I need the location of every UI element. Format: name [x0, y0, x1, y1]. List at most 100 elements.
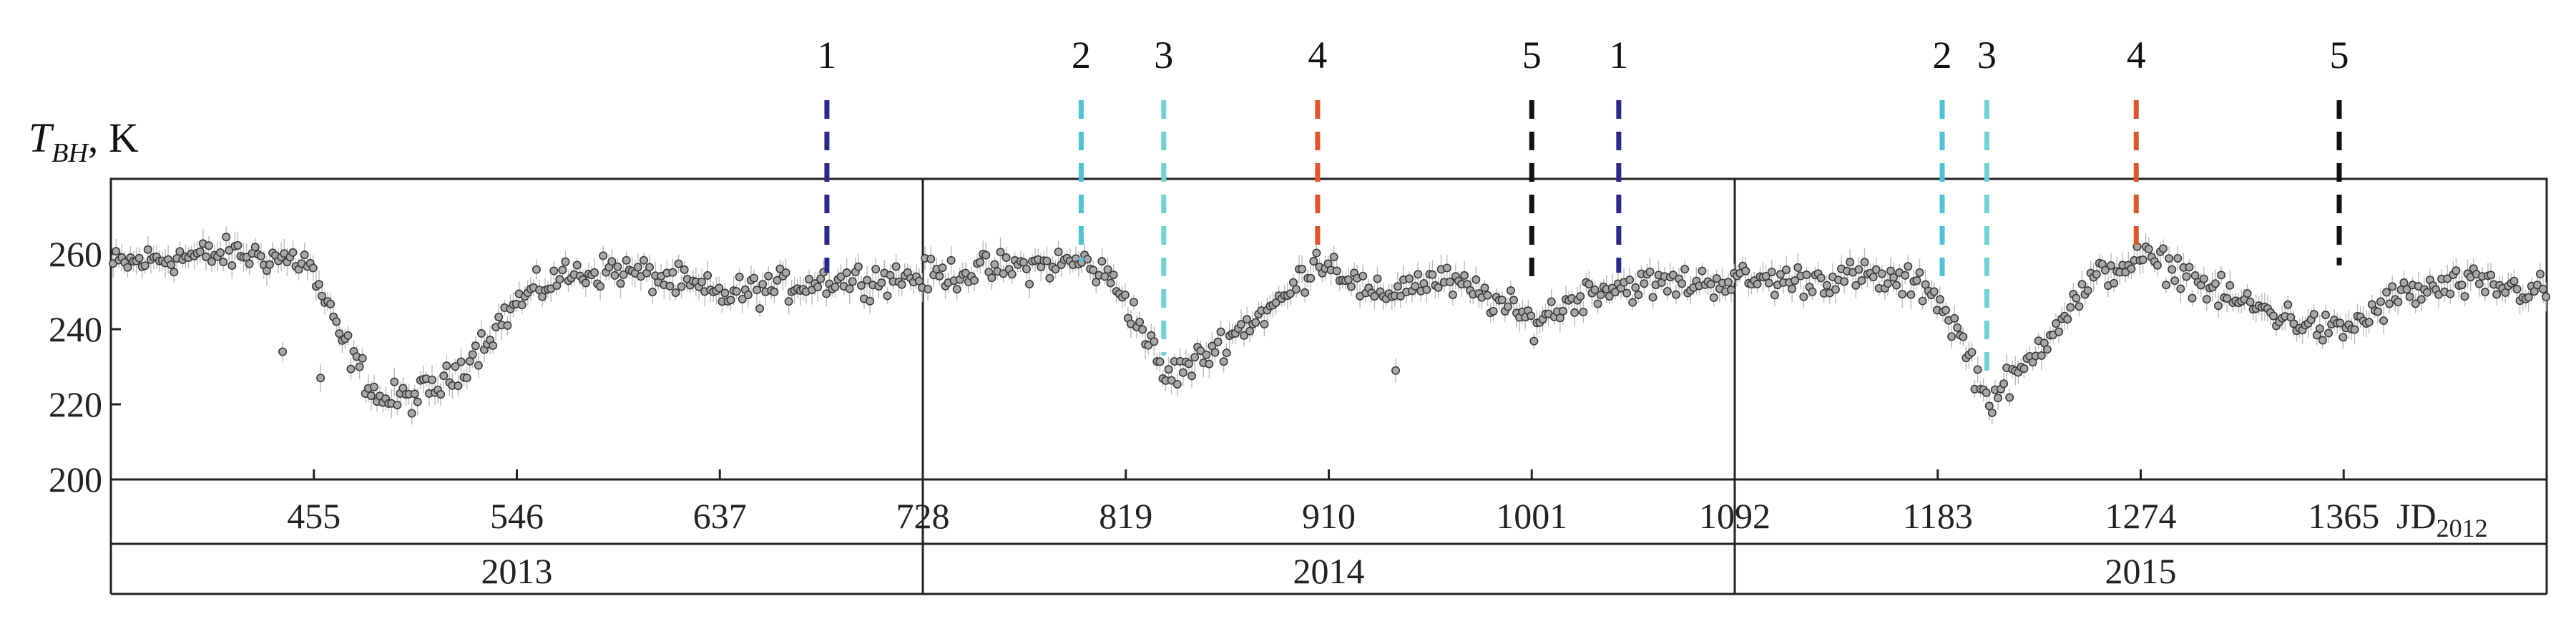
data-point: [1622, 288, 1632, 298]
data-point: [1929, 287, 1939, 296]
data-point: [2385, 299, 2394, 308]
data-point: [474, 361, 483, 370]
data-point: [1129, 298, 1138, 307]
data-point: [1202, 350, 1211, 359]
data-point: [1506, 286, 1515, 295]
data-point: [1892, 281, 1901, 290]
data-point: [1260, 320, 1269, 329]
data-point: [813, 282, 823, 291]
data-point: [2350, 325, 2359, 334]
data-point: [1097, 257, 1107, 266]
data-point: [1605, 292, 1614, 301]
data-point: [590, 268, 599, 277]
data-point: [1915, 268, 1924, 277]
data-point: [1871, 265, 1881, 274]
data-point: [2107, 261, 2116, 270]
data-point: [2364, 318, 2374, 327]
data-point: [2542, 292, 2551, 301]
data-point: [1120, 290, 1130, 299]
x-tick-label: 910: [1302, 496, 1356, 536]
data-point: [326, 299, 336, 308]
data-point: [1138, 325, 1147, 334]
data-point: [1167, 376, 1176, 385]
data-point: [2202, 295, 2211, 304]
data-point: [596, 282, 605, 291]
data-point: [755, 304, 765, 313]
data-point: [2315, 324, 2324, 333]
data-point: [1851, 281, 1861, 290]
data-point: [1497, 296, 1507, 305]
data-point: [1527, 311, 1536, 321]
data-point: [2042, 345, 2052, 354]
data-point: [1816, 273, 1826, 283]
data-point: [1782, 265, 1791, 274]
x-tick-label: 637: [693, 496, 747, 536]
data-point: [1741, 266, 1750, 276]
data-point: [749, 273, 758, 283]
data-point: [2382, 288, 2391, 297]
year-label: 2014: [1293, 551, 1365, 591]
data-point: [1547, 297, 1556, 306]
data-point: [233, 240, 243, 250]
data-point: [308, 263, 318, 273]
data-point: [1648, 293, 1657, 302]
data-point: [265, 260, 275, 269]
data-point: [1671, 290, 1680, 299]
data-point: [532, 265, 541, 274]
data-point: [1799, 292, 1808, 301]
data-point: [175, 247, 185, 256]
data-point: [407, 409, 416, 418]
data-point: [558, 265, 567, 275]
data-point: [1723, 278, 1733, 287]
event-marker-label: 1: [817, 34, 836, 77]
data-point: [2388, 282, 2397, 291]
data-point: [1414, 270, 1423, 279]
data-point: [346, 364, 356, 374]
data-point: [938, 263, 947, 273]
data-point: [1480, 283, 1489, 293]
data-point: [1187, 371, 1197, 381]
data-point: [2405, 292, 2414, 301]
data-point: [1770, 291, 1779, 300]
x-tick-label: 455: [287, 496, 341, 536]
data-point: [1558, 306, 1567, 316]
data-point: [1869, 272, 1878, 281]
data-point: [1109, 270, 1118, 280]
data-point: [316, 374, 325, 383]
x-tick-label: 1001: [1496, 496, 1567, 536]
data-point: [2170, 276, 2180, 286]
data-point: [891, 262, 901, 271]
data-point: [2535, 269, 2545, 278]
data-point: [503, 321, 512, 330]
data-point: [2210, 279, 2220, 288]
data-point: [1576, 292, 1585, 301]
data-point: [1987, 408, 1997, 417]
data-point: [517, 301, 527, 310]
data-point: [2168, 265, 2177, 274]
data-point: [2532, 281, 2542, 290]
data-point: [140, 261, 150, 270]
data-point: [1245, 326, 1255, 336]
data-point: [1706, 280, 1715, 289]
y-axis-symbol: T: [29, 114, 54, 161]
data-point: [2037, 351, 2046, 360]
data-point: [2077, 280, 2087, 289]
data-point: [996, 248, 1005, 257]
data-point: [856, 281, 866, 291]
data-point: [758, 280, 768, 289]
data-point: [1776, 270, 1785, 279]
data-point: [278, 347, 288, 356]
data-point: [1022, 264, 1031, 273]
y-tick-label: 200: [49, 459, 102, 499]
data-point: [454, 381, 463, 391]
data-point: [1083, 255, 1092, 264]
data-point: [1593, 299, 1602, 308]
data-point: [1935, 295, 1944, 304]
data-point: [1993, 394, 2002, 403]
year-labels: 2013 2014 2015: [481, 551, 2177, 591]
data-point: [1471, 275, 1481, 284]
data-point: [2336, 318, 2345, 328]
data-point: [2063, 315, 2072, 324]
data-point: [410, 389, 419, 399]
data-point: [1370, 292, 1379, 301]
